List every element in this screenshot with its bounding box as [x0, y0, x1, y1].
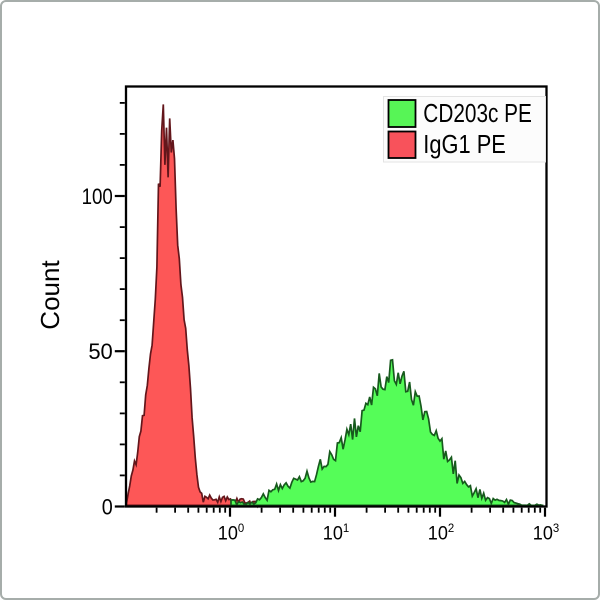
svg-text:102: 102 [428, 522, 454, 544]
svg-text:101: 101 [323, 522, 349, 544]
svg-text:Count: Count [35, 260, 65, 330]
svg-text:100: 100 [82, 186, 113, 210]
svg-text:0: 0 [102, 495, 113, 519]
svg-text:CD203c PE: CD203c PE [423, 99, 532, 128]
svg-text:103: 103 [533, 522, 559, 544]
svg-text:IgG1 PE: IgG1 PE [423, 130, 506, 159]
svg-text:50: 50 [88, 339, 112, 364]
